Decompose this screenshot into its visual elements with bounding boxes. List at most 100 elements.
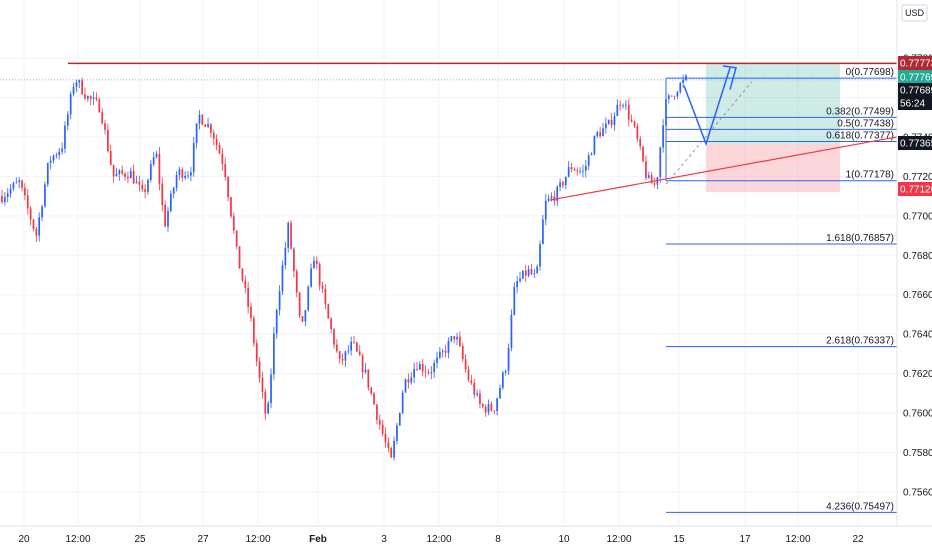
currency-badge[interactable] [901,4,928,22]
candle-body [324,288,327,305]
candle-body [250,306,252,319]
candle-body [278,291,281,310]
candle-body [559,182,561,188]
candle-body [235,230,238,247]
candle-body [513,287,516,315]
time-tick-label: 3 [381,534,387,545]
candle-body [204,124,207,127]
candle-body [318,264,321,286]
candle-body [421,364,424,372]
candle-body [86,96,89,99]
candle-body [61,148,63,152]
candle-body [127,176,129,179]
time-axis-ticks: 20 12:00 25 27 12:00 Feb 3 12:00 8 10 12:00 15 17 12:… [18,534,864,545]
candle-body [72,86,75,94]
candle-body [501,372,504,388]
candle-body [18,180,21,183]
candle-body [224,164,227,178]
candle-body [650,175,653,184]
candle-body [499,387,501,399]
candle-body [562,182,564,186]
candle-body [207,124,209,127]
candle-body [178,169,181,176]
candle-body [627,104,630,120]
candle-body [605,123,607,129]
candle-body [95,97,98,100]
candle-body [685,75,687,80]
candle-body [75,82,78,87]
time-tick-label: 17 [739,534,751,545]
candle-body [536,266,539,274]
candle-body [144,189,146,192]
candle-body [430,372,433,374]
fib-level-label: 1.618(0.76857) [826,233,894,244]
candle-body [244,280,247,288]
time-tick-label: 27 [197,534,209,545]
candle-body [450,336,453,341]
candle-body [639,138,642,147]
candle-body [293,248,295,272]
candle-body [484,406,487,413]
candle-body [112,164,115,177]
candle-body [335,344,338,352]
candle-body [610,119,613,126]
candle-body [321,285,324,289]
candle-body [175,175,178,188]
candle-body [255,343,258,362]
candle-body [264,391,267,414]
candle-body [424,371,427,373]
candle-body [364,369,367,373]
candle-body [522,270,524,279]
candle-body [496,398,498,412]
candle-body [287,222,290,248]
time-tick-label: 12:00 [245,534,270,545]
price-tag-label: 0.77365 [900,139,932,150]
candle-body [682,79,684,84]
candle-body [636,125,639,139]
candle-body [167,211,169,227]
candle-body [582,170,584,172]
candle-body [539,244,541,267]
projection-arrow [683,67,731,147]
candle-body [161,183,164,205]
candle-body [350,341,353,351]
candle-body [476,393,478,395]
candle-body [241,268,244,281]
time-tick-label: Feb [309,534,327,545]
candle-body [310,268,312,287]
candle-body [619,104,622,106]
price-tag [898,56,932,70]
candle-body [338,351,341,359]
time-tick-label: 8 [495,534,501,545]
candle-body [441,350,444,352]
candle-body [524,270,527,276]
time-tick-label: 15 [673,534,685,545]
candle-body [439,351,441,358]
chart-grid [0,0,897,526]
candle-body [530,269,533,274]
candle-body [273,333,275,375]
candle-body [564,176,567,186]
candle-body [252,318,255,344]
candle-body [393,440,395,458]
candle-body [104,123,106,130]
candle-body [84,94,86,99]
candle-body [645,161,647,178]
candle-body [1,196,3,203]
drawing-lines[interactable] [0,62,898,201]
candle-body [398,412,401,426]
fib-level-label: 0.5(0.77438) [837,118,894,129]
candle-body [118,170,121,174]
time-axis[interactable] [0,526,932,550]
candle-body [221,153,224,165]
candle-body [258,361,261,378]
candle-body [284,247,287,266]
candle-body [6,193,9,198]
candle-body [396,425,398,441]
candle-body [461,345,464,360]
candle-body [358,351,361,356]
